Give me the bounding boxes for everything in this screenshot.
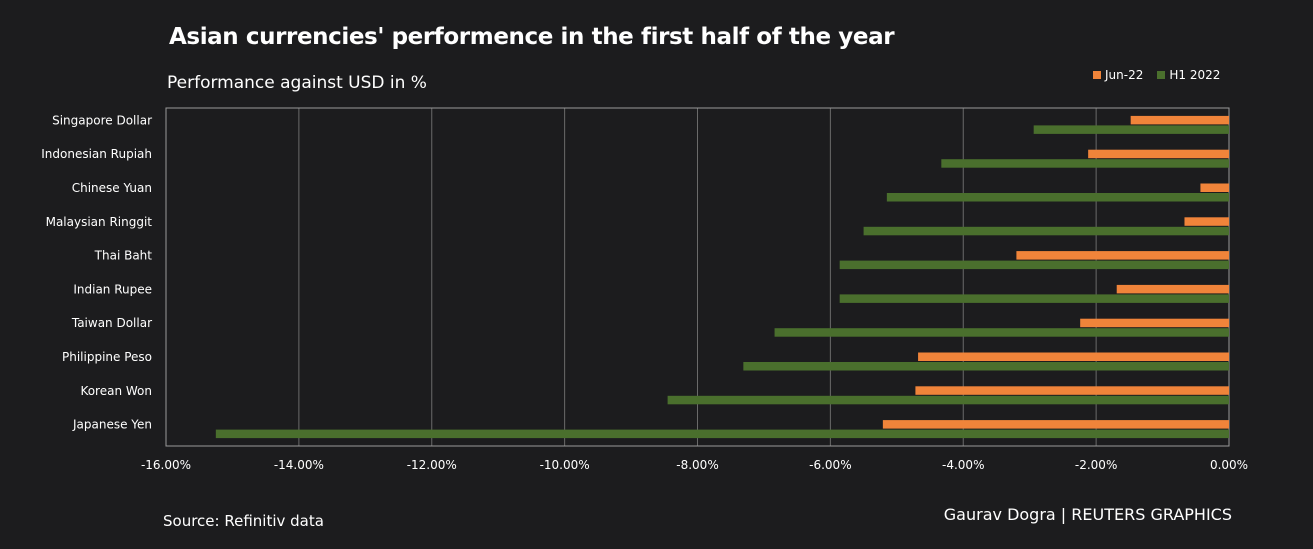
bar-h1-2022 <box>667 395 1229 405</box>
source-note: Source: Refinitiv data <box>163 512 324 530</box>
bar-jun22 <box>1130 115 1229 125</box>
x-tick-label: -16.00% <box>141 458 191 472</box>
category-label: Thai Baht <box>94 249 153 263</box>
bar-h1-2022 <box>839 260 1229 270</box>
bar-jun22 <box>915 386 1229 395</box>
bar-jun22 <box>1016 251 1229 260</box>
category-label: Indian Rupee <box>73 282 152 296</box>
bar-h1-2022 <box>774 328 1229 337</box>
x-tick-label: -8.00% <box>676 458 718 472</box>
legend-swatch-jun22 <box>1093 71 1101 79</box>
bar-jun22 <box>1116 284 1229 294</box>
bar-h1-2022 <box>863 226 1229 236</box>
category-label: Korean Won <box>80 384 152 398</box>
legend: Jun-22 H1 2022 <box>1093 68 1234 82</box>
bar-jun22 <box>1184 217 1229 226</box>
x-tick-label: -12.00% <box>407 458 457 472</box>
plot-frame <box>165 107 1230 447</box>
bar-jun22 <box>1088 149 1229 159</box>
legend-item-jun22: Jun-22 <box>1093 68 1143 82</box>
legend-label-h1-2022: H1 2022 <box>1169 68 1221 82</box>
category-label: Taiwan Dollar <box>71 316 152 330</box>
x-tick-label: -2.00% <box>1075 458 1117 472</box>
category-label: Singapore Dollar <box>52 113 152 127</box>
bar-h1-2022 <box>1033 125 1229 134</box>
x-tick-label: -14.00% <box>274 458 324 472</box>
category-label: Malaysian Ringgit <box>46 215 153 229</box>
chart-title: Asian currencies' performence in the fir… <box>169 24 895 50</box>
legend-item-h1-2022: H1 2022 <box>1157 68 1220 82</box>
legend-label-jun22: Jun-22 <box>1105 68 1144 82</box>
category-label: Japanese Yen <box>72 418 152 432</box>
bar-h1-2022 <box>886 193 1229 202</box>
legend-swatch-h1-2022 <box>1157 71 1166 79</box>
category-label: Indonesian Rupiah <box>41 147 152 161</box>
bar-h1-2022 <box>743 362 1229 371</box>
bar-h1-2022 <box>839 294 1229 303</box>
bar-jun22 <box>1080 318 1229 328</box>
bar-jun22 <box>882 420 1229 429</box>
x-tick-label: -10.00% <box>540 458 590 472</box>
bar-jun22 <box>1200 183 1229 192</box>
credit-line: Gaurav Dogra | REUTERS GRAPHICS <box>943 505 1232 524</box>
bar-h1-2022 <box>215 429 1229 439</box>
category-label: Chinese Yuan <box>72 181 152 195</box>
bar-h1-2022 <box>941 159 1229 168</box>
x-tick-label: -4.00% <box>942 458 984 472</box>
bar-jun22 <box>918 352 1229 361</box>
x-tick-label: 0.00% <box>1210 458 1248 472</box>
category-label: Philippine Peso <box>62 350 152 364</box>
x-tick-label: -6.00% <box>809 458 851 472</box>
chart-subtitle: Performance against USD in % <box>167 73 427 93</box>
